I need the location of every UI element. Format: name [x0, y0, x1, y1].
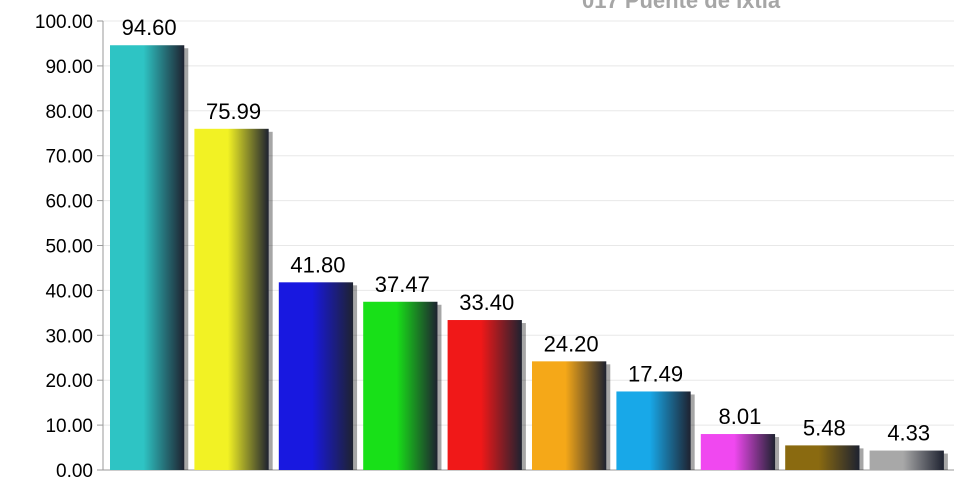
- data-label: 75.99: [206, 99, 261, 124]
- bar: [785, 445, 860, 470]
- data-label: 17.49: [628, 361, 683, 386]
- bar: [616, 391, 691, 470]
- data-label: 41.80: [290, 252, 345, 277]
- data-label: 24.20: [544, 331, 599, 356]
- bar: [363, 301, 438, 470]
- y-tick-label: 70.00: [45, 147, 93, 168]
- y-tick-label: 30.00: [45, 326, 93, 347]
- y-tick-label: 80.00: [45, 102, 93, 123]
- chart-title: 017 Puente de Ixtla: [582, 0, 781, 13]
- y-tick-label: 100.00: [35, 12, 93, 33]
- gridlines: [103, 20, 954, 426]
- y-tick-label: 60.00: [45, 192, 93, 213]
- bar: [194, 128, 269, 470]
- y-axis: 0.00 10.00 20.00 30.00 40.00 50.00 60.00 70.00 8…: [35, 12, 954, 482]
- y-tick-label: 0.00: [56, 461, 93, 482]
- y-tick-label: 50.00: [45, 237, 93, 258]
- y-tick-label: 20.00: [45, 371, 93, 392]
- data-label: 94.60: [122, 15, 177, 40]
- value-labels: 94.60 75.99 41.80 37.47 33.40 24.20 17.49 8.01 5…: [122, 15, 931, 445]
- bar: [110, 45, 185, 470]
- y-tick-label: 40.00: [45, 281, 93, 302]
- data-label: 33.40: [459, 290, 514, 315]
- bar: [700, 434, 776, 470]
- data-label: 4.33: [887, 421, 930, 446]
- y-tick-label: 90.00: [45, 57, 93, 78]
- data-label: 37.47: [375, 272, 430, 297]
- y-tick-label: 10.00: [45, 416, 93, 437]
- bar: [869, 450, 944, 470]
- bar: [447, 320, 522, 470]
- data-label: 8.01: [719, 404, 762, 429]
- bar: [278, 282, 354, 470]
- data-label: 5.48: [803, 415, 846, 440]
- bars: [110, 45, 948, 470]
- bar: [532, 361, 607, 470]
